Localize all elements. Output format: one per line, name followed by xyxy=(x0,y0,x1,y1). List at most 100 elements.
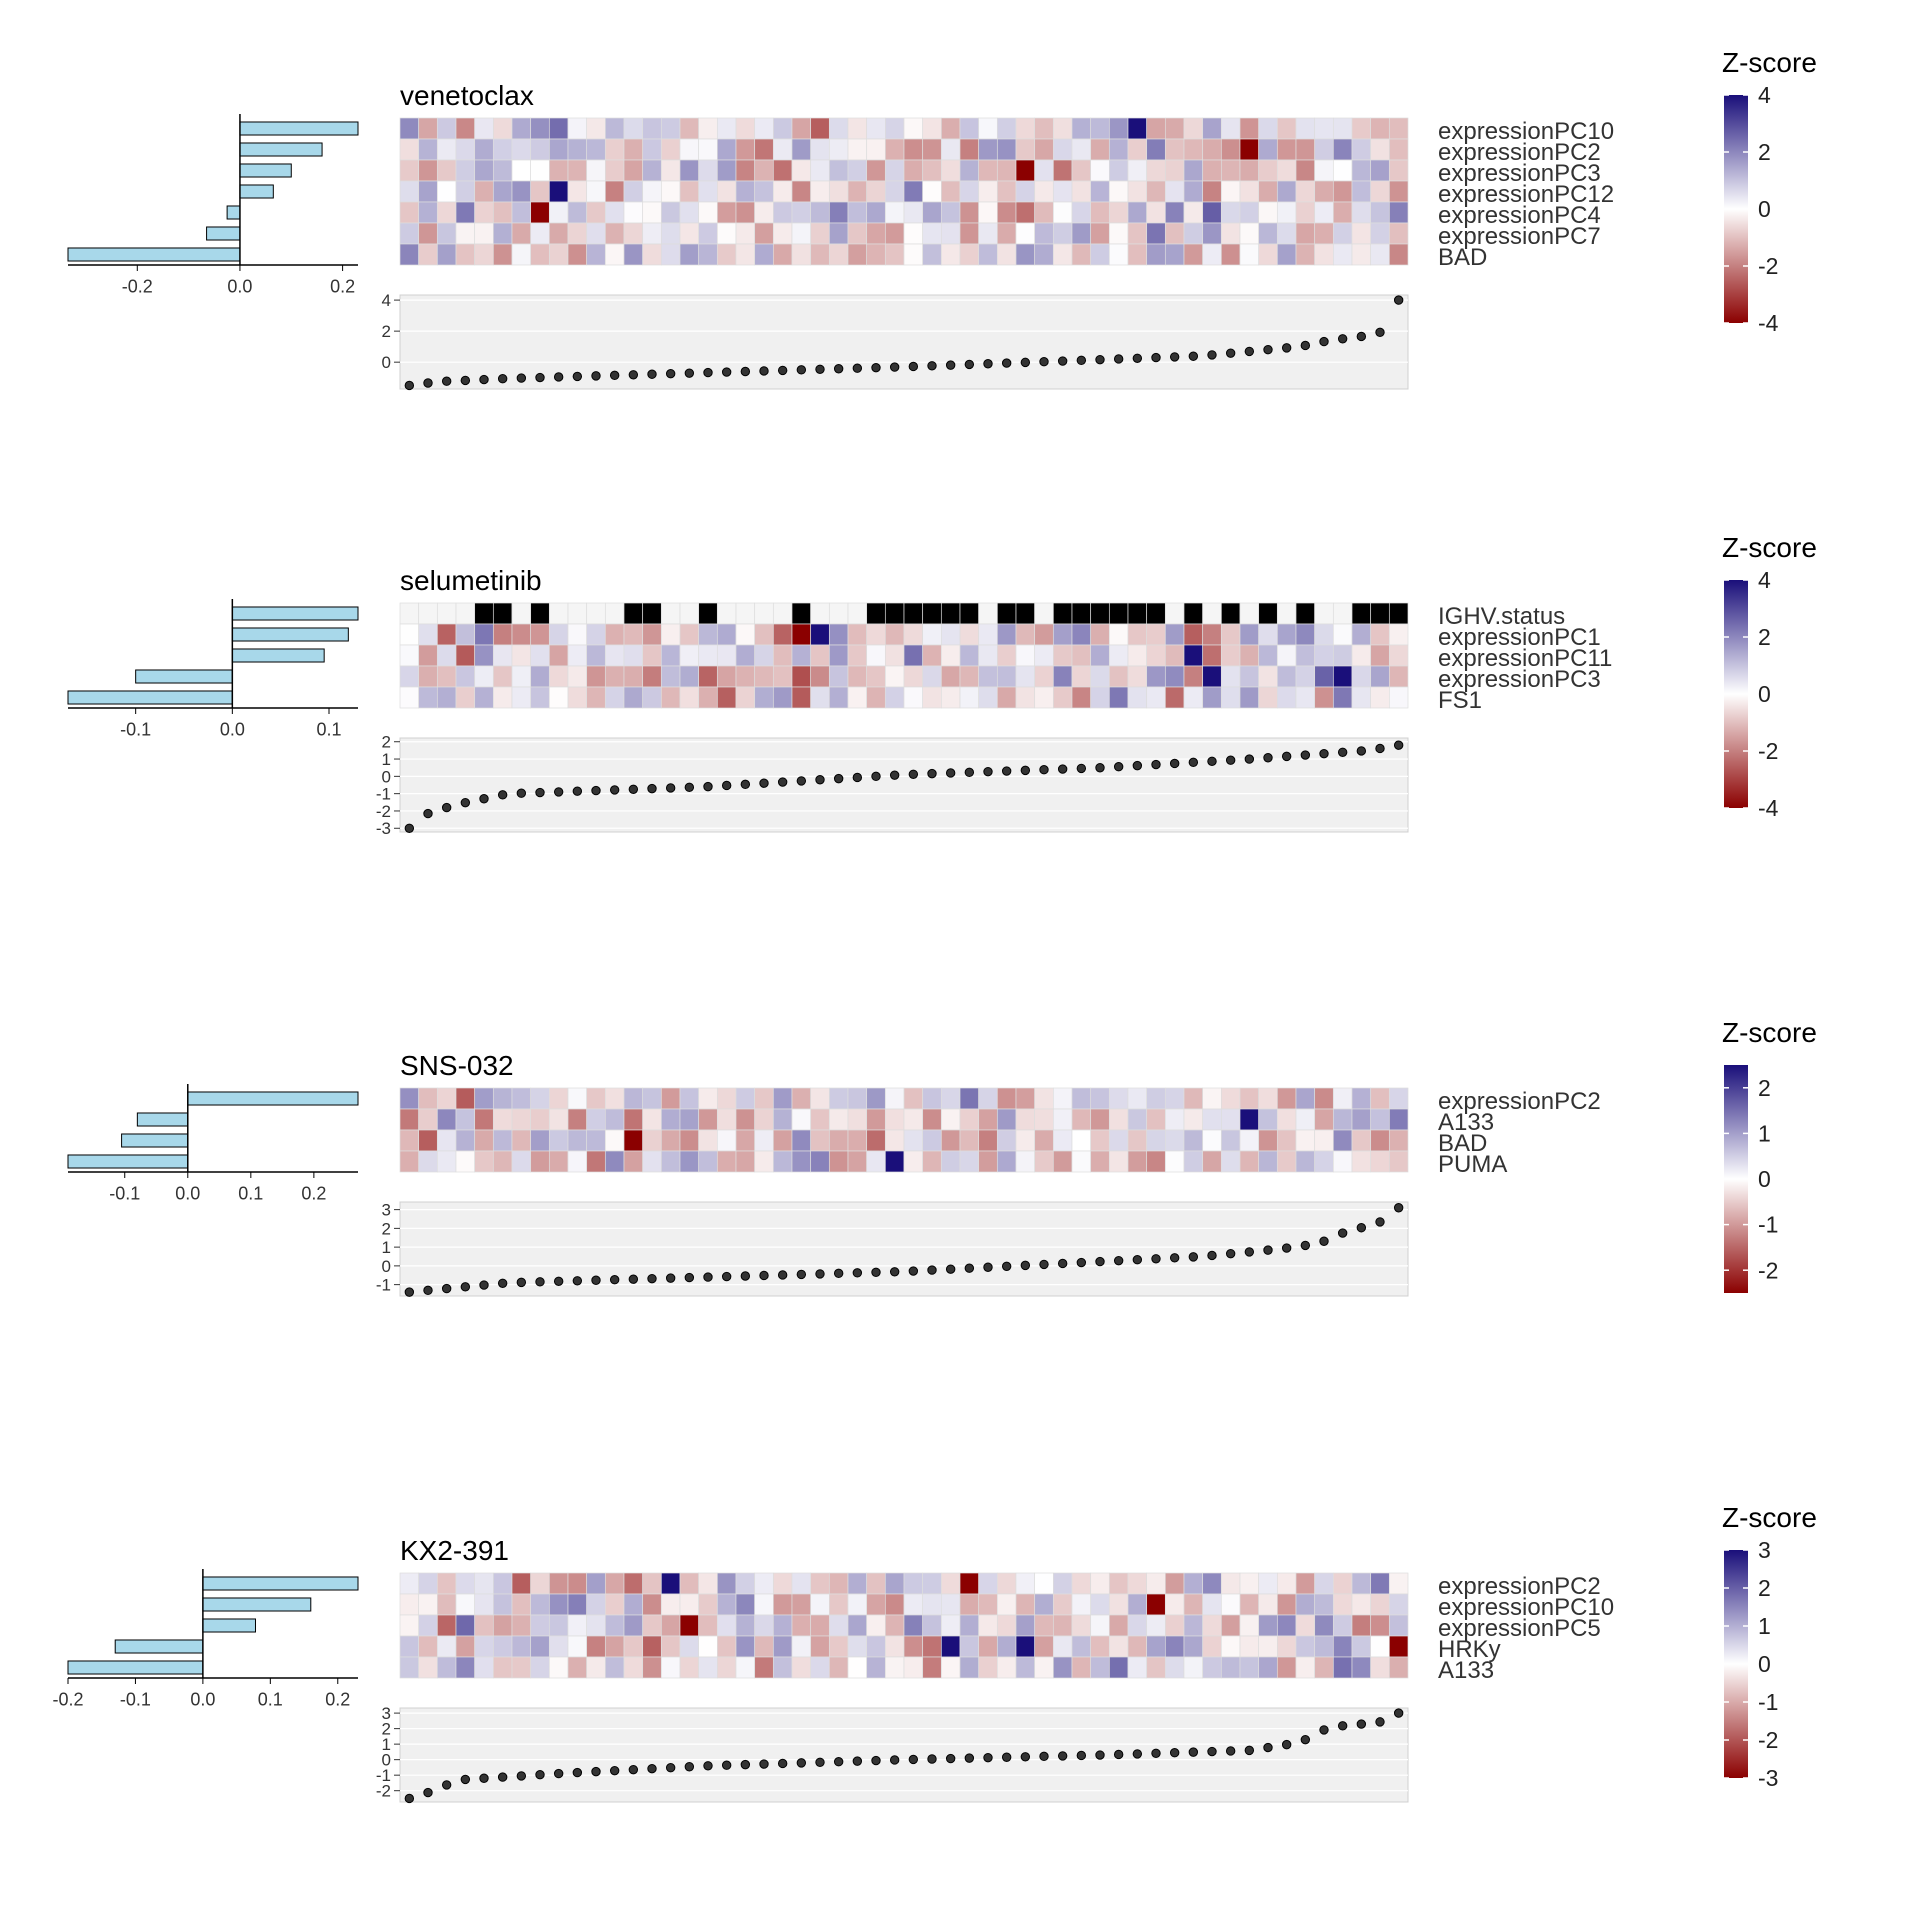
response-point xyxy=(1300,750,1311,760)
heatmap-cell xyxy=(866,222,886,245)
heatmap-cell xyxy=(996,1129,1017,1152)
zscore-legend: Z-score 2 1 0 -1 -2 xyxy=(1722,1017,1817,1293)
heatmap-cell xyxy=(716,222,737,245)
feature-label: expressionPC10 xyxy=(1438,1594,1614,1621)
response-point xyxy=(721,367,732,377)
heatmap-cell xyxy=(642,1635,662,1658)
response-point xyxy=(833,1757,844,1767)
heatmap-cell xyxy=(922,686,942,709)
heatmap-cell xyxy=(828,602,849,625)
heatmap-cell xyxy=(791,1614,812,1637)
heatmap-cell xyxy=(1034,644,1054,667)
response-point xyxy=(815,1757,825,1767)
heatmap-cell xyxy=(1164,686,1185,709)
response-point xyxy=(404,1287,415,1297)
heatmap-cell xyxy=(1146,117,1166,140)
zscore-legend: Z-score 4 2 0 -2 -4 xyxy=(1722,532,1817,821)
heatmap-cell xyxy=(1295,159,1316,182)
heatmap-cell xyxy=(455,623,476,646)
heatmap-cell xyxy=(1146,665,1166,688)
heatmap-cell xyxy=(1034,1087,1054,1110)
heatmap-cell xyxy=(1351,180,1372,203)
heatmap-cell xyxy=(1090,117,1110,140)
heatmap-cell xyxy=(511,180,532,203)
heatmap-cell xyxy=(436,159,457,182)
heatmap-cell xyxy=(847,686,868,709)
heatmap-cell xyxy=(623,1087,644,1110)
heatmap-cell xyxy=(959,1656,980,1679)
heatmap-cell xyxy=(586,1635,606,1658)
heatmap-cell xyxy=(903,1572,924,1595)
heatmap-cell xyxy=(586,159,606,182)
heatmap-cell xyxy=(828,1635,849,1658)
heatmap-cell xyxy=(791,201,812,224)
heatmap-cell xyxy=(735,1150,756,1173)
heatmap-cell xyxy=(1276,201,1297,224)
heatmap-cell xyxy=(1183,1635,1204,1658)
heatmap-cell xyxy=(1295,623,1316,646)
heatmap-cell xyxy=(492,602,513,625)
heatmap-cell xyxy=(1351,1635,1372,1658)
heatmap-cell xyxy=(847,1129,868,1152)
heatmap-cell xyxy=(530,138,550,161)
heatmap-cell xyxy=(1183,180,1204,203)
heatmap-cell xyxy=(586,117,606,140)
heatmap-cell xyxy=(1164,201,1185,224)
heatmap-cell xyxy=(1295,1593,1316,1616)
heatmap-cell xyxy=(716,117,737,140)
heatmap xyxy=(399,602,1409,709)
legend-tick-label: 3 xyxy=(1758,1537,1771,1563)
heatmap-cell xyxy=(828,1129,849,1152)
heatmap-cell xyxy=(399,180,420,203)
heatmap-cell xyxy=(418,665,438,688)
feature-label: expressionPC12 xyxy=(1438,181,1614,208)
heatmap-cell xyxy=(567,180,588,203)
heatmap-cell xyxy=(866,117,886,140)
heatmap-cell xyxy=(1015,1656,1036,1679)
heatmap-cell xyxy=(772,1087,793,1110)
feature-label: PUMA xyxy=(1438,1151,1507,1178)
heatmap-cell xyxy=(1332,644,1353,667)
response-point xyxy=(983,359,993,369)
heatmap-cell xyxy=(642,201,662,224)
heatmap-cell xyxy=(548,686,569,709)
heatmap-cell xyxy=(1220,222,1241,245)
heatmap-cell xyxy=(698,1087,718,1110)
heatmap-cell xyxy=(1034,1656,1054,1679)
heatmap-cell xyxy=(828,180,849,203)
heatmap-cell xyxy=(1295,1108,1316,1131)
response-point xyxy=(1132,760,1143,771)
heatmap-cell xyxy=(1314,1593,1334,1616)
heatmap-cell xyxy=(1127,1129,1148,1152)
heatmap-cell xyxy=(1015,1572,1036,1595)
heatmap-cell xyxy=(399,243,420,266)
heatmap-cell xyxy=(586,1656,606,1679)
heatmap-cell xyxy=(1332,602,1353,625)
heatmap-cell xyxy=(1388,1635,1409,1658)
response-point xyxy=(665,1273,676,1283)
heatmap-cell xyxy=(735,117,756,140)
heatmap-cell xyxy=(716,1572,737,1595)
heatmap-cell xyxy=(791,602,812,625)
response-point xyxy=(1151,1254,1161,1264)
heatmap-cell xyxy=(996,1150,1017,1173)
response-point xyxy=(1207,1746,1217,1757)
heatmap-cell xyxy=(716,159,737,182)
heatmap-cell xyxy=(791,623,812,646)
heatmap-cell xyxy=(884,1635,905,1658)
heatmap-cell xyxy=(567,222,588,245)
heatmap-cell xyxy=(996,201,1017,224)
coefficient-bar xyxy=(67,1154,189,1169)
response-point xyxy=(945,1753,956,1764)
heatmap-cell xyxy=(1127,644,1148,667)
heatmap-cell xyxy=(1034,602,1054,625)
response-panel xyxy=(399,294,1409,390)
response-point xyxy=(647,1763,657,1774)
response-point xyxy=(927,361,937,371)
heatmap-cell xyxy=(511,1614,532,1637)
heatmap-cell xyxy=(1314,1087,1334,1110)
heatmap-cell xyxy=(716,644,737,667)
heatmap-cell xyxy=(828,665,849,688)
heatmap-cell xyxy=(1071,623,1092,646)
heatmap-cell xyxy=(679,117,700,140)
